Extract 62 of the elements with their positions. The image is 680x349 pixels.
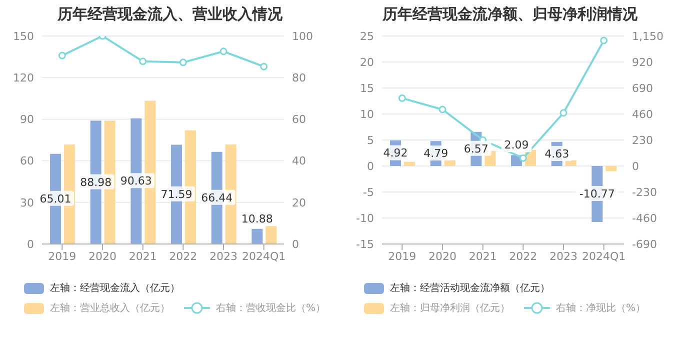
y2-tick-label: 20 (292, 196, 306, 210)
y-tick-label: 25 (360, 30, 374, 43)
legend-label: 左轴：营业总收入（亿元） (49, 302, 170, 315)
x-tick-label: 2020 (88, 250, 116, 263)
y-tick-label: 90 (20, 113, 34, 126)
legend-label: 右轴：净现比（%） (555, 302, 646, 315)
data-label: -10.77 (579, 188, 615, 200)
y-tick-label: 120 (13, 72, 34, 85)
data-label: 71.59 (160, 188, 192, 201)
x-tick-label: 2023 (210, 250, 238, 263)
x-tick-label: 2021 (128, 250, 157, 263)
x-tick-label: 2022 (169, 250, 198, 263)
data-label: 2.09 (504, 138, 529, 152)
y2-tick-label: -230 (632, 186, 657, 199)
data-label: 4.63 (544, 147, 570, 160)
y2-tick-label: 690 (632, 82, 653, 95)
x-tick-label: 2021 (468, 250, 497, 263)
y-tick-label: -15 (356, 238, 374, 251)
x-tick-label: 2024Q1 (582, 250, 626, 263)
x-tick-label: 2019 (48, 250, 76, 263)
y2-tick-label: 60 (292, 113, 306, 126)
y2-tick-label: 920 (632, 56, 653, 69)
data-label: 65.01 (40, 192, 72, 206)
y-tick-label: -10 (356, 212, 374, 225)
y-tick-label: -5 (363, 186, 374, 199)
y2-tick-label: 460 (632, 108, 653, 121)
y2-tick-label: 230 (632, 134, 653, 147)
y-tick-label: 10 (360, 108, 374, 121)
data-label: 10.88 (241, 212, 273, 226)
y-tick-label: 30 (20, 196, 34, 210)
y2-tick-label: 40 (292, 154, 306, 168)
y2-tick-label: 80 (292, 72, 306, 85)
y-tick-label: 5 (367, 134, 374, 147)
y2-tick-label: 100 (292, 30, 313, 43)
y-tick-label: 20 (360, 56, 374, 69)
data-label: 4.79 (424, 147, 448, 160)
x-tick-label: 2020 (428, 250, 456, 263)
legend-label: 右轴：营收现金比（%） (215, 302, 326, 315)
data-label: 90.63 (120, 174, 152, 188)
y2-tick-label: 1,150 (632, 30, 664, 43)
x-tick-label: 2024Q1 (242, 250, 286, 263)
data-label: 6.57 (464, 142, 488, 156)
legend-label: 左轴：归母净利润（亿元） (389, 302, 510, 315)
chart-title: 历年经营现金流净额、归母净利润情况 (381, 4, 638, 25)
data-label: 88.98 (80, 176, 112, 189)
y-tick-label: 15 (360, 82, 374, 95)
data-label: 4.92 (383, 146, 408, 160)
y-tick-label: 0 (367, 160, 374, 173)
y-tick-label: 0 (27, 238, 34, 251)
x-tick-label: 2022 (509, 250, 538, 263)
x-tick-label: 2019 (388, 250, 416, 263)
y-tick-label: 60 (20, 154, 34, 168)
data-label: 66.44 (201, 191, 233, 204)
y2-tick-label: 0 (632, 160, 639, 173)
y2-tick-label: -690 (632, 238, 657, 251)
chart-title: 历年经营现金流入、营业收入情况 (56, 4, 284, 25)
y2-tick-label: -460 (632, 212, 657, 225)
y-tick-label: 150 (13, 30, 34, 43)
legend-label: 左轴：经营活动现金流净额（亿元） (389, 282, 551, 296)
x-tick-label: 2023 (550, 250, 578, 263)
y2-tick-label: 0 (292, 238, 299, 251)
legend-label: 左轴：经营现金流入（亿元） (49, 282, 181, 296)
